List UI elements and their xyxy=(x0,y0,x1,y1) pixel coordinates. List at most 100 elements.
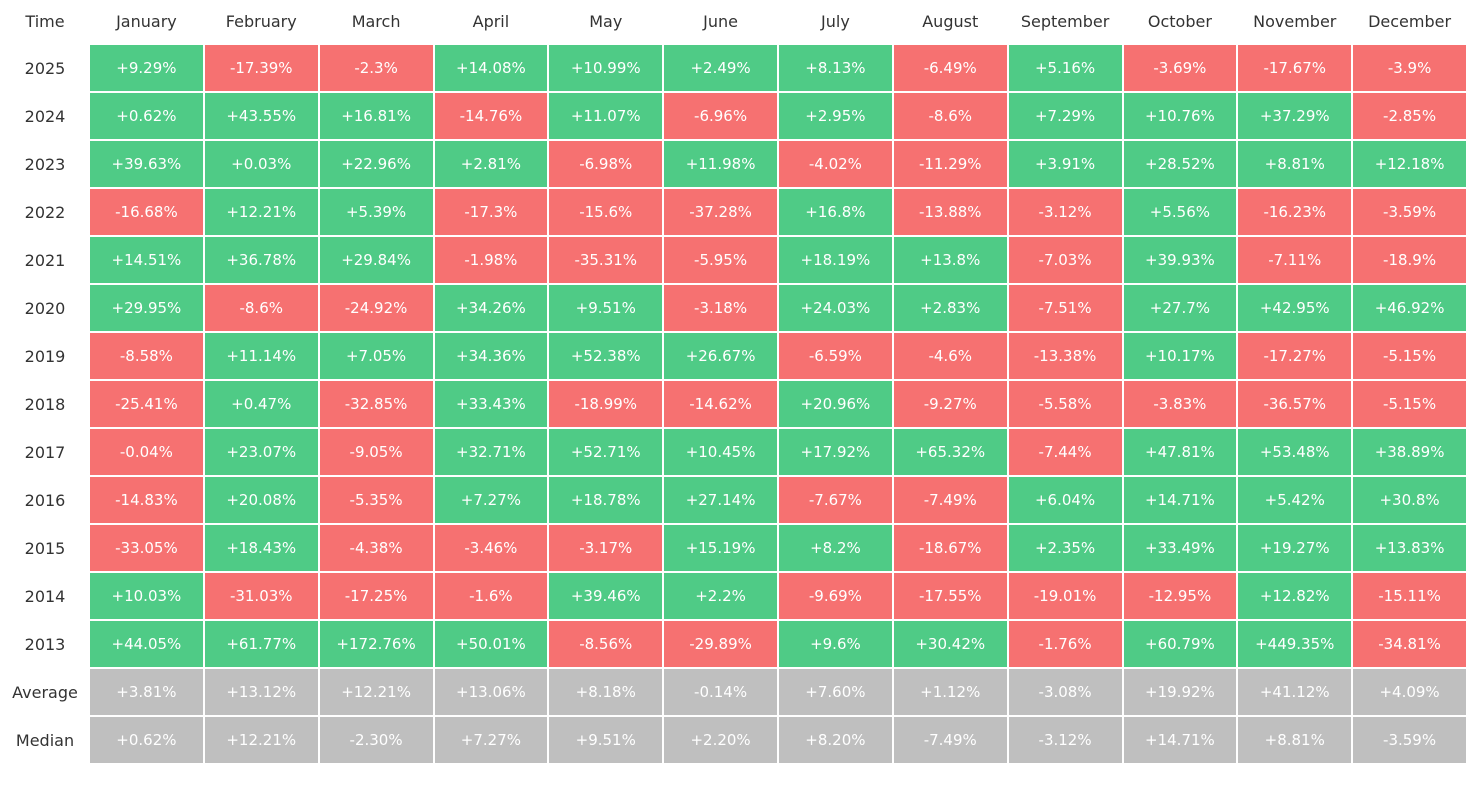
return-cell: +13.83% xyxy=(1353,525,1466,571)
return-cell: +46.92% xyxy=(1353,285,1466,331)
return-cell: -6.96% xyxy=(664,93,777,139)
return-cell: +29.84% xyxy=(319,237,433,283)
month-header: July xyxy=(779,0,892,43)
return-cell: -2.3% xyxy=(319,45,433,91)
returns-table: Time January February March April May June July… xyxy=(2,0,1466,763)
summary-cell: +12.21% xyxy=(319,669,433,715)
return-cell: -5.95% xyxy=(664,237,777,283)
return-cell: +11.14% xyxy=(204,333,318,379)
month-header: February xyxy=(204,0,318,43)
return-cell: +10.03% xyxy=(90,573,203,619)
return-cell: +36.78% xyxy=(204,237,318,283)
return-cell: -14.83% xyxy=(90,477,203,523)
summary-cell: +14.71% xyxy=(1123,717,1237,763)
return-cell: -7.67% xyxy=(779,477,892,523)
return-cell: +7.27% xyxy=(434,477,548,523)
return-cell: -29.89% xyxy=(664,621,777,667)
return-cell: -16.23% xyxy=(1238,189,1352,235)
return-cell: +27.14% xyxy=(664,477,777,523)
return-cell: -5.15% xyxy=(1353,333,1466,379)
return-cell: +42.95% xyxy=(1238,285,1352,331)
return-cell: +34.26% xyxy=(434,285,548,331)
return-cell: -5.58% xyxy=(1008,381,1122,427)
summary-cell: +3.81% xyxy=(90,669,203,715)
return-cell: -4.6% xyxy=(893,333,1007,379)
summary-cell: -3.12% xyxy=(1008,717,1122,763)
return-cell: +7.05% xyxy=(319,333,433,379)
return-cell: -6.98% xyxy=(549,141,663,187)
return-cell: -8.6% xyxy=(204,285,318,331)
return-cell: -3.69% xyxy=(1123,45,1237,91)
return-cell: -12.95% xyxy=(1123,573,1237,619)
summary-cell: +8.81% xyxy=(1238,717,1352,763)
return-cell: -32.85% xyxy=(319,381,433,427)
return-cell: -8.58% xyxy=(90,333,203,379)
return-cell: -37.28% xyxy=(664,189,777,235)
return-cell: -13.88% xyxy=(893,189,1007,235)
summary-cell: -2.30% xyxy=(319,717,433,763)
return-cell: +61.77% xyxy=(204,621,318,667)
return-cell: +39.93% xyxy=(1123,237,1237,283)
return-cell: -6.49% xyxy=(893,45,1007,91)
return-cell: +24.03% xyxy=(779,285,892,331)
return-cell: -4.02% xyxy=(779,141,892,187)
month-header: May xyxy=(549,0,663,43)
return-cell: +10.45% xyxy=(664,429,777,475)
month-header: March xyxy=(319,0,433,43)
return-cell: -3.12% xyxy=(1008,189,1122,235)
return-cell: +0.62% xyxy=(90,93,203,139)
return-cell: -1.6% xyxy=(434,573,548,619)
return-cell: +65.32% xyxy=(893,429,1007,475)
month-header: August xyxy=(893,0,1007,43)
month-header: January xyxy=(90,0,203,43)
return-cell: +13.8% xyxy=(893,237,1007,283)
return-cell: -33.05% xyxy=(90,525,203,571)
return-cell: +20.96% xyxy=(779,381,892,427)
row-label: 2020 xyxy=(2,285,88,331)
summary-cell: +13.06% xyxy=(434,669,548,715)
return-cell: -6.59% xyxy=(779,333,892,379)
return-cell: -13.38% xyxy=(1008,333,1122,379)
return-cell: -8.6% xyxy=(893,93,1007,139)
return-cell: +10.99% xyxy=(549,45,663,91)
return-cell: +52.71% xyxy=(549,429,663,475)
return-cell: +18.19% xyxy=(779,237,892,283)
summary-cell: +4.09% xyxy=(1353,669,1466,715)
return-cell: +14.51% xyxy=(90,237,203,283)
summary-cell: +19.92% xyxy=(1123,669,1237,715)
header-label: Time xyxy=(2,0,88,43)
return-cell: +2.2% xyxy=(664,573,777,619)
return-cell: +11.07% xyxy=(549,93,663,139)
row-label: 2018 xyxy=(2,381,88,427)
return-cell: -9.69% xyxy=(779,573,892,619)
return-cell: +8.13% xyxy=(779,45,892,91)
summary-cell: -0.14% xyxy=(664,669,777,715)
month-header: June xyxy=(664,0,777,43)
return-cell: +17.92% xyxy=(779,429,892,475)
return-cell: +52.38% xyxy=(549,333,663,379)
return-cell: -9.05% xyxy=(319,429,433,475)
month-header: April xyxy=(434,0,548,43)
return-cell: -8.56% xyxy=(549,621,663,667)
summary-cell: +8.18% xyxy=(549,669,663,715)
summary-cell: -3.08% xyxy=(1008,669,1122,715)
return-cell: +2.35% xyxy=(1008,525,1122,571)
return-cell: +2.81% xyxy=(434,141,548,187)
return-cell: -11.29% xyxy=(893,141,1007,187)
summary-cell: +7.27% xyxy=(434,717,548,763)
summary-cell: -7.49% xyxy=(893,717,1007,763)
summary-cell: +13.12% xyxy=(204,669,318,715)
return-cell: -3.9% xyxy=(1353,45,1466,91)
return-cell: -35.31% xyxy=(549,237,663,283)
month-header: December xyxy=(1353,0,1466,43)
summary-cell: +0.62% xyxy=(90,717,203,763)
summary-cell: +41.12% xyxy=(1238,669,1352,715)
return-cell: +60.79% xyxy=(1123,621,1237,667)
return-cell: +12.21% xyxy=(204,189,318,235)
return-cell: -17.25% xyxy=(319,573,433,619)
return-cell: -18.9% xyxy=(1353,237,1466,283)
return-cell: -17.27% xyxy=(1238,333,1352,379)
return-cell: +19.27% xyxy=(1238,525,1352,571)
return-cell: +11.98% xyxy=(664,141,777,187)
return-cell: -7.11% xyxy=(1238,237,1352,283)
